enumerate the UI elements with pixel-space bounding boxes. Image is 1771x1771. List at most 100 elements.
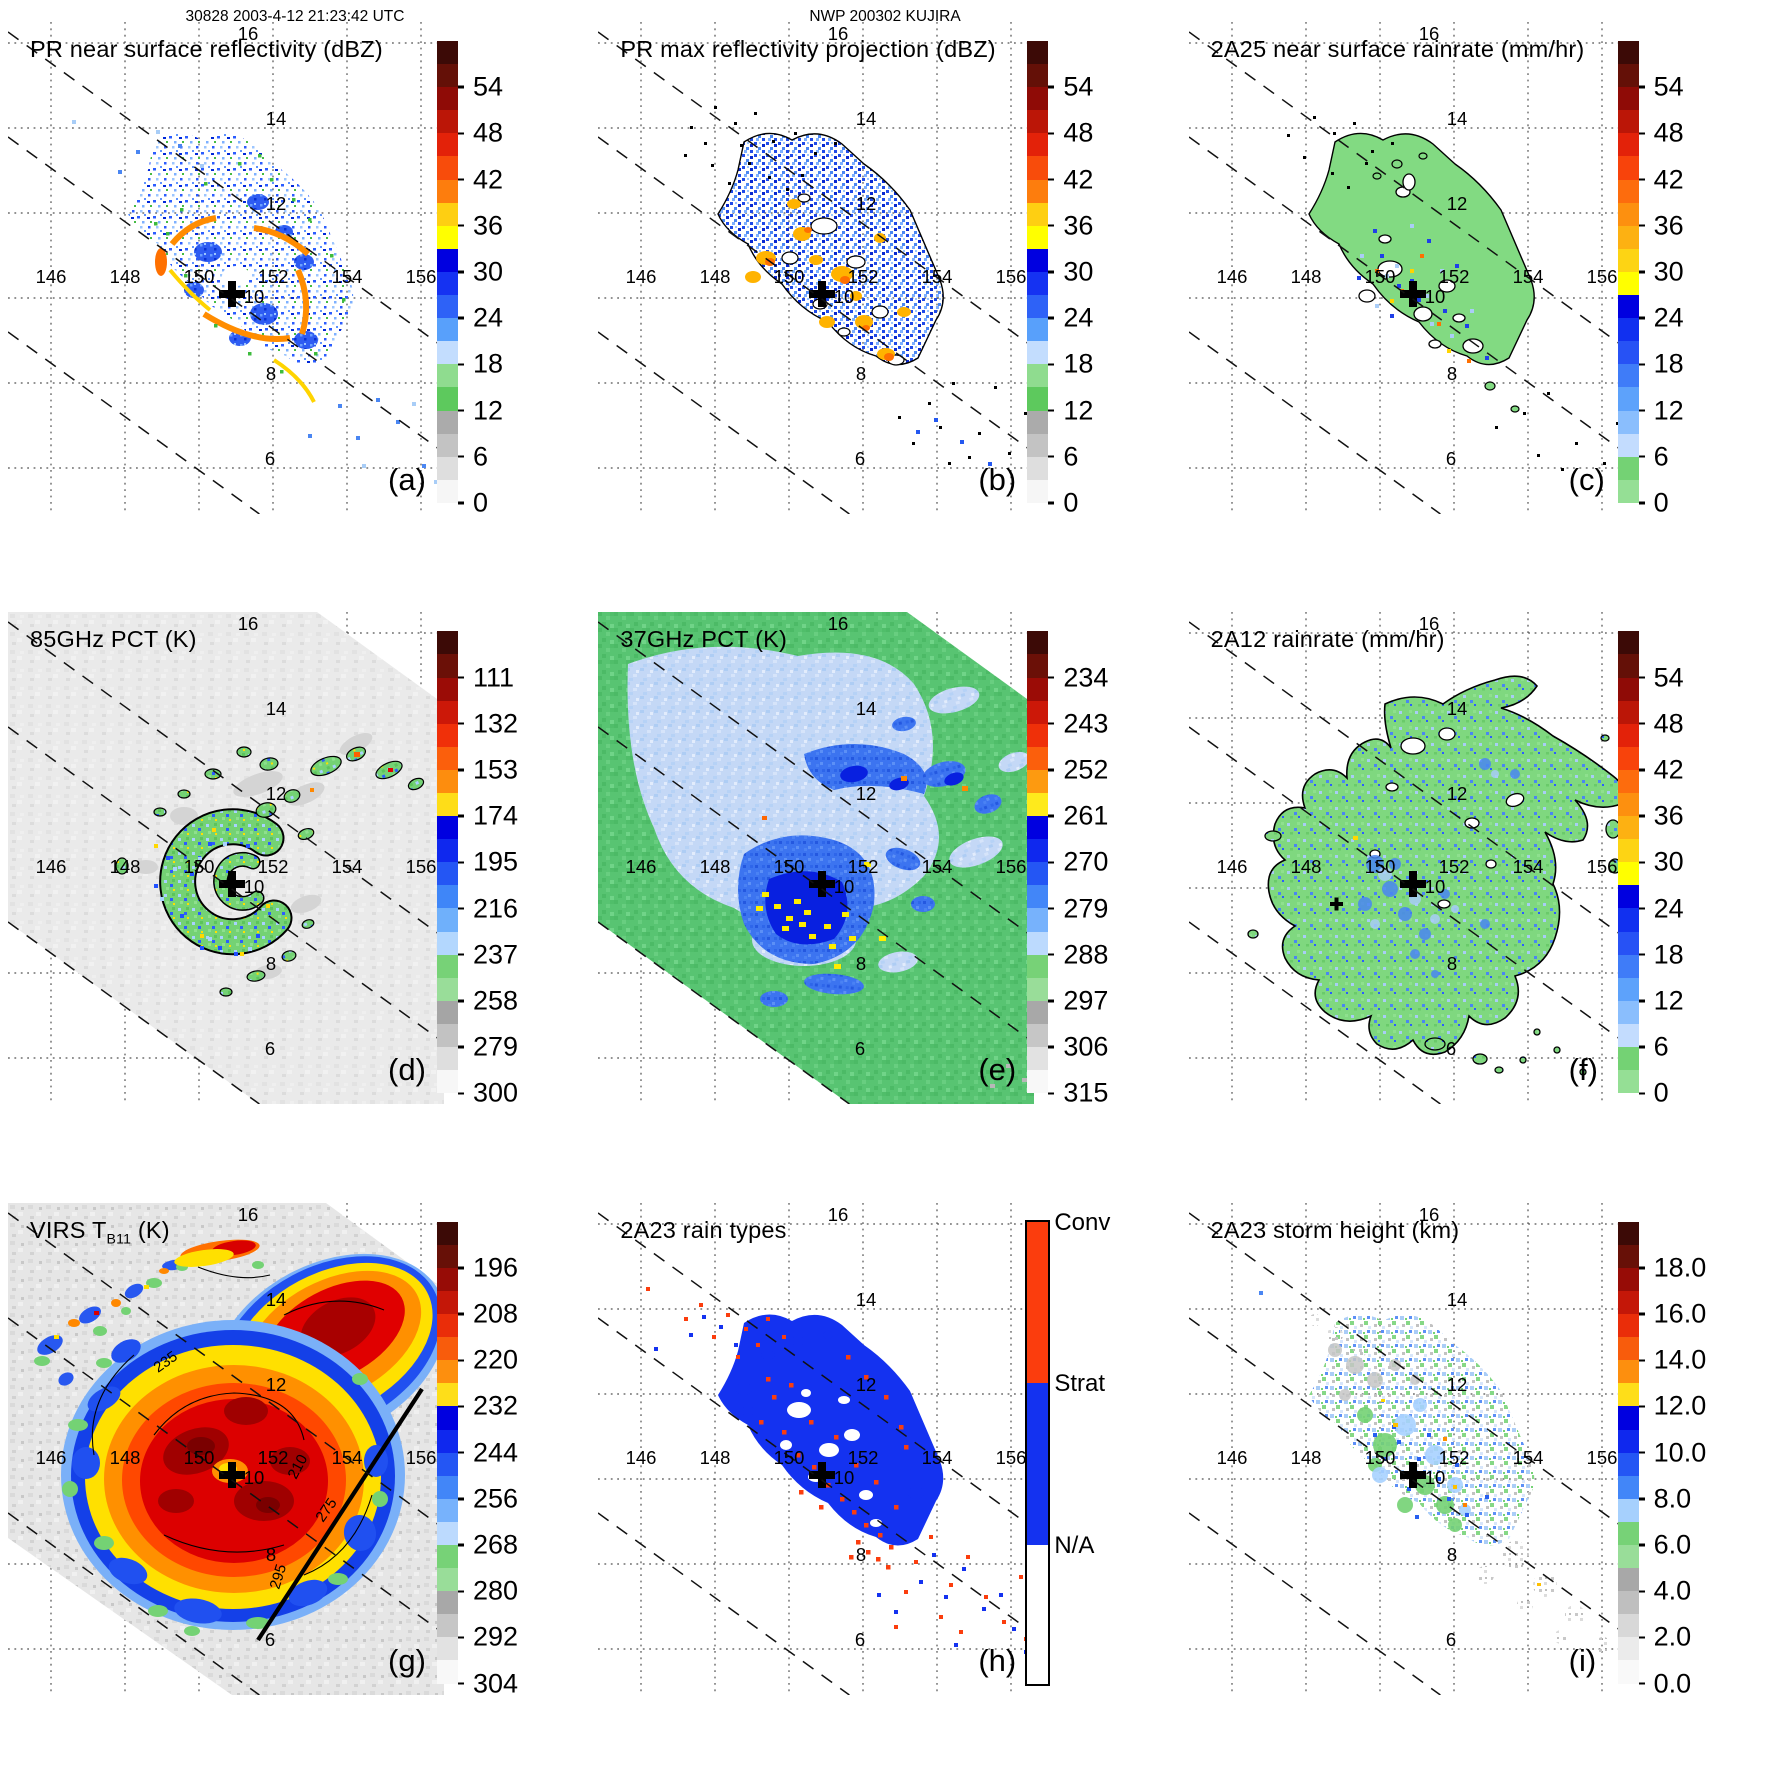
panel-letter: (i): [1568, 1642, 1597, 1678]
svg-text:8: 8: [856, 1544, 866, 1565]
panel-f: 146 148 150 152 154 156 16 14 12 10 8 6 2A12 rainra…: [1181, 590, 1771, 1180]
map-2a23-storm-height: 146 148 150 152 154 156 16 14 12 10 8 6: [1188, 1202, 1625, 1695]
svg-text:6: 6: [1446, 1038, 1456, 1059]
panel-letter: (d): [388, 1052, 426, 1088]
svg-text:12: 12: [266, 1374, 287, 1395]
map-2a25-rainrate: 146 148 150 152 154 156 16 14 12 10 8 6: [1188, 22, 1625, 514]
svg-text:156: 156: [406, 856, 437, 877]
svg-text:154: 154: [922, 856, 953, 877]
svg-text:150: 150: [184, 1447, 215, 1468]
swath-and-labels: 146 148 150 152 154 156 16 14 12 10 8 6: [598, 613, 1035, 1105]
svg-text:148: 148: [110, 856, 141, 877]
svg-text:146: 146: [36, 266, 67, 287]
svg-text:148: 148: [110, 266, 141, 287]
panel-title: 37GHz PCT (K): [620, 626, 788, 653]
svg-text:12: 12: [1446, 1374, 1467, 1395]
storm-center-cross: [219, 281, 245, 307]
svg-text:146: 146: [626, 856, 657, 877]
orbit-timestamp-header: 30828 2003-4-12 21:23:42 UTC: [185, 8, 405, 25]
storm-center-cross: [219, 1461, 245, 1488]
svg-text:150: 150: [774, 266, 805, 287]
svg-text:10: 10: [1424, 1467, 1445, 1488]
svg-text:10: 10: [244, 876, 265, 897]
svg-text:14: 14: [266, 698, 287, 719]
svg-text:16: 16: [238, 1204, 259, 1225]
panel-title: 2A25 near surface rainrate (mm/hr): [1210, 36, 1585, 62]
svg-text:10: 10: [834, 286, 855, 307]
storm-center-cross: [1399, 871, 1426, 898]
svg-text:154: 154: [922, 1447, 953, 1468]
svg-text:16: 16: [1418, 1204, 1439, 1225]
svg-text:152: 152: [258, 1447, 289, 1468]
svg-text:150: 150: [774, 856, 805, 877]
panel-g: 235 210 275 295 146 148 150 152 154 156 16 14 12…: [0, 1181, 590, 1771]
svg-text:152: 152: [258, 856, 289, 877]
panel-letter: (c): [1568, 462, 1605, 497]
svg-text:152: 152: [848, 266, 879, 287]
panel-letter: (a): [388, 462, 426, 497]
svg-text:6: 6: [1446, 1629, 1456, 1650]
map-pr-reflectivity: 146 148 150 152 154 156 16 14 12 10 8 6: [8, 22, 444, 514]
svg-text:8: 8: [1447, 1544, 1457, 1565]
panel-title: VIRS TB11 (K): [30, 1216, 170, 1247]
map-pr-max-reflectivity: 146 148 150 152 154 156 16 14 12 10 8 6: [598, 22, 1035, 514]
svg-text:156: 156: [996, 1447, 1027, 1468]
swath-and-labels: 146 148 150 152 154 156 16 14 12 10 8 6: [598, 23, 1035, 514]
colorbar-37ghz: 234 243 252 261 270 279 288 297 306 315: [1027, 631, 1108, 1106]
svg-text:152: 152: [258, 266, 289, 287]
swath-and-labels: 146 148 150 152 154 156 16 14 12 10 8 6: [8, 23, 444, 514]
svg-text:148: 148: [1290, 266, 1321, 287]
svg-text:10: 10: [834, 876, 855, 897]
svg-text:152: 152: [848, 1447, 879, 1468]
panel-letter: (e): [978, 1052, 1017, 1088]
svg-text:12: 12: [266, 783, 287, 804]
svg-text:8: 8: [856, 363, 866, 384]
svg-text:148: 148: [110, 1447, 141, 1468]
swath-and-labels: 146 148 150 152 154 156 16 14 12 10 8 6: [8, 1204, 444, 1695]
swath-and-labels: 146 148 150 152 154 156 16 14 12 10 8 6: [598, 1204, 1035, 1695]
svg-text:152: 152: [848, 856, 879, 877]
colorbar-virs: 196 208 220 232 244 256 268 280 292 304: [437, 1221, 518, 1697]
panel-title: 2A12 rainrate (mm/hr): [1210, 626, 1445, 653]
svg-text:146: 146: [1216, 856, 1247, 877]
panel-letter: (f): [1568, 1052, 1598, 1088]
svg-text:14: 14: [856, 108, 877, 129]
svg-text:156: 156: [996, 856, 1027, 877]
svg-text:150: 150: [1364, 1447, 1395, 1468]
svg-text:10: 10: [834, 1467, 855, 1488]
panel-title: PR near surface reflectivity (dBZ): [30, 36, 383, 62]
svg-text:148: 148: [700, 266, 731, 287]
svg-text:154: 154: [1512, 1447, 1543, 1468]
storm-center-cross: [1399, 1461, 1426, 1488]
svg-text:16: 16: [1418, 613, 1439, 634]
svg-text:6: 6: [265, 1038, 275, 1059]
svg-text:14: 14: [1446, 698, 1467, 719]
map-37ghz-pct: 146 148 150 152 154 156 16 14 12 10 8 6: [598, 612, 1035, 1105]
svg-text:14: 14: [266, 108, 287, 129]
svg-text:14: 14: [1446, 108, 1467, 129]
svg-text:152: 152: [1438, 266, 1469, 287]
svg-text:10: 10: [1424, 876, 1445, 897]
svg-text:8: 8: [1447, 363, 1457, 384]
svg-text:16: 16: [828, 613, 849, 634]
svg-text:154: 154: [922, 266, 953, 287]
panel-letter: (b): [978, 462, 1017, 497]
colorbar-rainrate: 54 48 42 36 30 24 18 12 6 0: [1617, 41, 1684, 516]
svg-text:154: 154: [1512, 266, 1543, 287]
svg-text:6: 6: [265, 1629, 275, 1650]
swath-and-labels: 146 148 150 152 154 156 16 14 12 10 8 6: [1188, 613, 1625, 1105]
swath-and-labels: 146 148 150 152 154 156 16 14 12 10 8 6: [8, 613, 444, 1105]
panel-c: 146 148 150 152 154 156 16 14 12 10 8 6 2A25 near s…: [1181, 0, 1771, 590]
svg-text:146: 146: [36, 856, 67, 877]
storm-name-header: NWP 200302 KUJIRA: [809, 8, 961, 25]
svg-text:8: 8: [856, 953, 866, 974]
svg-text:156: 156: [1586, 1447, 1617, 1468]
colorbar-85ghz: 111 132 153 174 195 216 237 258 279 300: [437, 631, 518, 1106]
svg-text:8: 8: [266, 363, 276, 384]
svg-text:10: 10: [244, 286, 265, 307]
svg-text:6: 6: [265, 448, 275, 469]
svg-text:8: 8: [266, 1544, 276, 1565]
tmi-center-cross: [1329, 897, 1343, 911]
map-virs-tb11: 235 210 275 295 146 148 150 152 154 156161412…: [8, 1202, 444, 1695]
svg-text:6: 6: [855, 448, 865, 469]
